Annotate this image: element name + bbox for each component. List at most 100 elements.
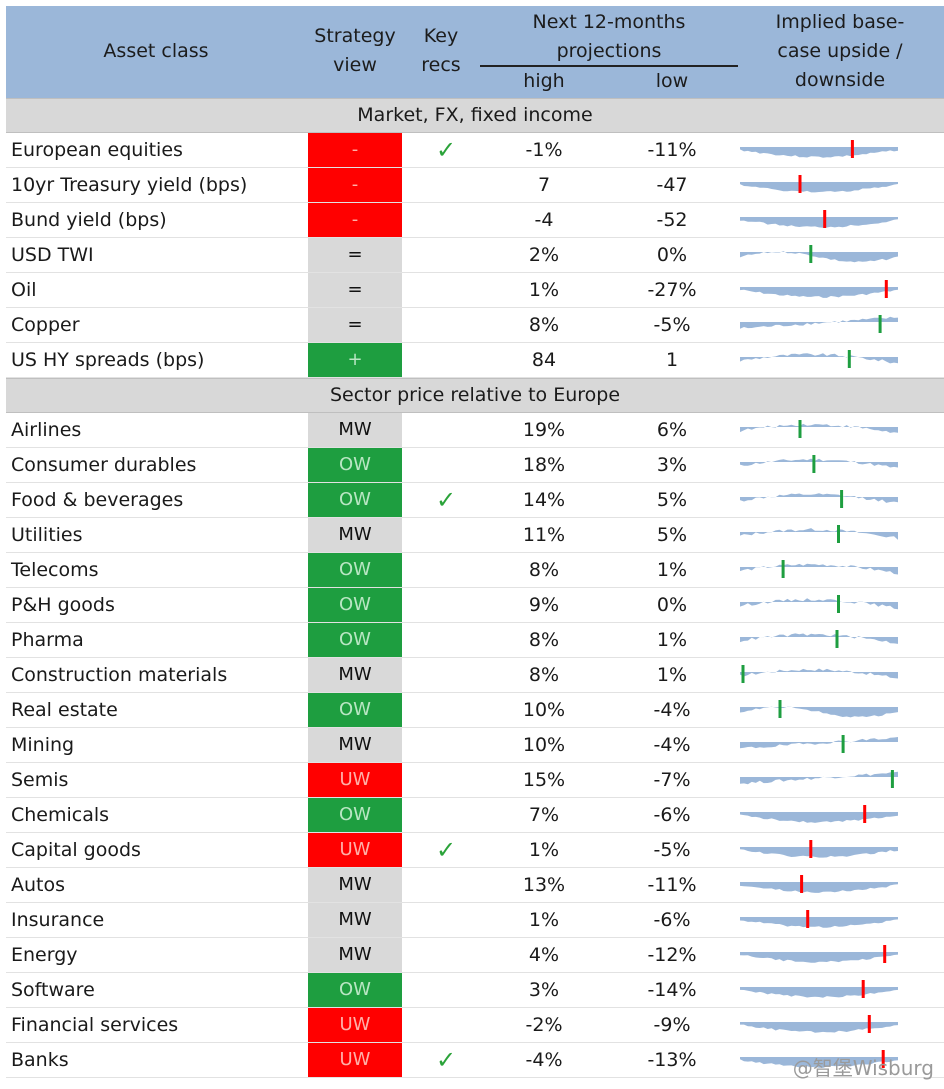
projection-high: 19% — [522, 419, 566, 441]
implied-sparkline — [740, 1008, 904, 1042]
asset-name: Software — [11, 979, 95, 1001]
implied-sparkline — [740, 623, 904, 657]
sparkline-area — [740, 316, 898, 329]
sparkline-chart — [740, 910, 898, 928]
sparkline-area — [740, 528, 898, 540]
asset-name: US HY spreads (bps) — [11, 349, 205, 371]
projection-low: 1% — [656, 664, 688, 686]
projection-high: 7 — [537, 174, 551, 196]
sparkline-area — [740, 952, 898, 963]
sparkline-marker — [809, 245, 813, 263]
sparkline-area — [740, 598, 898, 610]
sparkline-area — [740, 423, 898, 433]
projection-low: 3% — [656, 454, 688, 476]
sparkline-chart — [740, 875, 898, 893]
implied-sparkline — [740, 413, 904, 447]
sparkline-area — [740, 987, 898, 998]
key-rec-check-icon — [416, 168, 476, 202]
strategy-view-badge: - — [308, 203, 402, 237]
header-strategy-view: Strategy view — [314, 25, 396, 76]
implied-sparkline — [740, 798, 904, 832]
strategy-view-badge: OW — [308, 973, 402, 1007]
header-implied: Implied base- case upside / downside — [775, 11, 905, 91]
sparkline-marker — [812, 455, 816, 473]
sparkline-marker — [800, 875, 804, 893]
projection-low: -6% — [653, 909, 691, 931]
implied-sparkline — [740, 833, 904, 867]
implied-sparkline — [740, 903, 904, 937]
projection-low: -5% — [653, 839, 691, 861]
sparkline-chart — [740, 1050, 898, 1068]
strategy-view-badge: OW — [308, 483, 402, 517]
implied-sparkline — [740, 658, 904, 692]
projection-low: -4% — [653, 699, 691, 721]
strategy-view-badge: MW — [308, 728, 402, 762]
implied-sparkline — [740, 168, 904, 202]
projection-low: 0% — [656, 244, 688, 266]
table-row: Software OW 3% -14% — [6, 973, 944, 1008]
asset-name: Semis — [11, 769, 69, 791]
implied-sparkline — [740, 588, 904, 622]
key-rec-check-icon — [416, 938, 476, 972]
sparkline-marker — [847, 350, 851, 368]
sparkline-marker — [781, 560, 785, 578]
implied-sparkline — [740, 483, 904, 517]
key-rec-check-icon — [416, 413, 476, 447]
key-rec-check-icon — [416, 763, 476, 797]
sparkline-chart — [740, 490, 898, 508]
sparkline-marker — [883, 945, 887, 963]
key-rec-check-icon — [416, 623, 476, 657]
implied-sparkline — [740, 203, 904, 237]
sparkline-marker — [840, 490, 844, 508]
sparkline-area — [740, 737, 898, 749]
strategy-view-badge: OW — [308, 798, 402, 832]
sparkline-marker — [741, 665, 745, 683]
header-projections-rule — [480, 65, 738, 67]
implied-sparkline — [740, 938, 904, 972]
projection-high: 10% — [522, 734, 566, 756]
section-header: Sector price relative to Europe — [6, 378, 944, 413]
watermark: @智堡Wisburg — [792, 1056, 934, 1080]
asset-name: Mining — [11, 734, 75, 756]
projection-low: 1 — [665, 349, 679, 371]
section-header: Market, FX, fixed income — [6, 98, 944, 133]
table-row: Pharma OW 8% 1% — [6, 623, 944, 658]
projection-high: -2% — [525, 1014, 563, 1036]
table-row: Capital goods UW ✓ 1% -5% — [6, 833, 944, 868]
projection-low: 0% — [656, 594, 688, 616]
projection-low: -9% — [653, 1014, 691, 1036]
sparkline-area — [740, 353, 898, 364]
strategy-view-badge: = — [308, 308, 402, 342]
projection-low: 5% — [656, 524, 688, 546]
sparkline-marker — [823, 210, 827, 228]
asset-name: Utilities — [11, 524, 83, 546]
header-high: high — [523, 70, 565, 92]
projections-table: Asset class Strategy view Key recs Next … — [6, 6, 944, 1078]
key-rec-check-icon — [416, 203, 476, 237]
header-asset-class: Asset class — [103, 40, 209, 62]
sparkline-chart — [740, 210, 898, 228]
key-rec-check-icon — [416, 1008, 476, 1042]
key-rec-check-icon — [416, 238, 476, 272]
sparkline-chart — [740, 840, 898, 858]
strategy-view-badge: MW — [308, 903, 402, 937]
sparkline-area — [740, 251, 898, 263]
asset-name: Copper — [11, 314, 80, 336]
key-rec-check-icon — [416, 448, 476, 482]
implied-sparkline — [740, 868, 904, 902]
projection-low: -14% — [647, 979, 697, 1001]
key-rec-check-icon — [416, 658, 476, 692]
sparkline-area — [740, 847, 898, 858]
table-row: Semis UW 15% -7% — [6, 763, 944, 798]
sparkline-chart — [740, 1015, 898, 1033]
table-row: USD TWI = 2% 0% — [6, 238, 944, 273]
sparkline-chart — [740, 455, 898, 473]
asset-name: Pharma — [11, 629, 84, 651]
table-row: Oil = 1% -27% — [6, 273, 944, 308]
sparkline-area — [740, 882, 898, 893]
table-row: Insurance MW 1% -6% — [6, 903, 944, 938]
table-row: 10yr Treasury yield (bps) - 7 -47 — [6, 168, 944, 203]
asset-name: Construction materials — [11, 664, 228, 686]
asset-name: Consumer durables — [11, 454, 197, 476]
strategy-view-badge: MW — [308, 868, 402, 902]
